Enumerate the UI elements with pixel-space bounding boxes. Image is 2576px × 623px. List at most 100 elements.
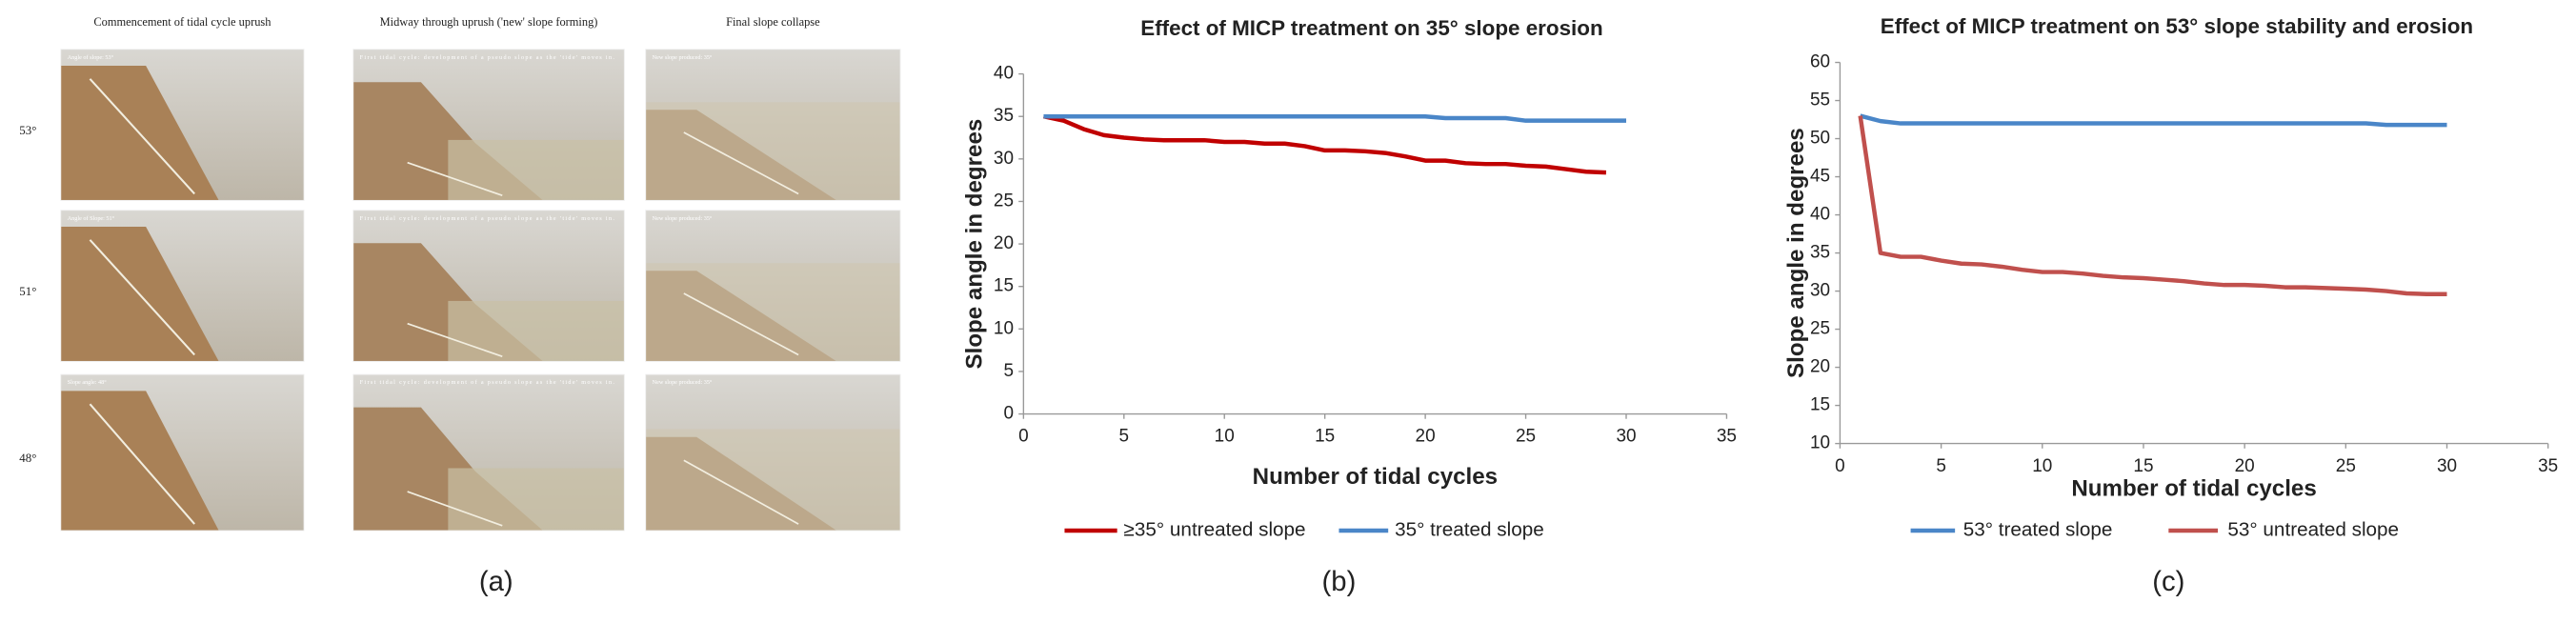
photo-frame xyxy=(352,373,625,532)
y-tick-label: 20 xyxy=(1810,357,1830,377)
x-tick-label: 25 xyxy=(1516,427,1536,447)
row-label: 48° xyxy=(19,451,36,465)
panel-caption: (a) xyxy=(479,566,513,597)
photo-frame xyxy=(645,373,901,532)
slope-line xyxy=(683,459,799,525)
y-tick-label: 25 xyxy=(1810,319,1830,339)
row-label: 53° xyxy=(19,123,36,137)
x-tick-label: 25 xyxy=(2336,456,2356,476)
column-header: Commencement of tidal cycle uprush xyxy=(93,15,272,29)
y-tick-label: 30 xyxy=(994,149,1014,169)
y-tick-label: 10 xyxy=(994,318,1014,338)
x-tick-label: 15 xyxy=(1315,427,1335,447)
x-axis-label: Number of tidal cycles xyxy=(1253,464,1498,490)
photo-label: First tidal cycle: development of a pseu… xyxy=(360,54,615,61)
y-tick-label: 35 xyxy=(1810,243,1830,263)
photo-label: First tidal cycle: development of a pseu… xyxy=(360,215,615,222)
photo-label: New slope produced: 35° xyxy=(653,379,713,386)
legend-label: 53° untreated slope xyxy=(2227,518,2399,540)
x-tick-label: 20 xyxy=(1416,427,1436,447)
water xyxy=(645,429,901,531)
photo-frame xyxy=(60,373,305,532)
y-tick-label: 10 xyxy=(1810,433,1830,453)
y-tick-label: 45 xyxy=(1810,167,1830,187)
photo-label: Angle of Slope: 51° xyxy=(68,215,115,222)
y-axis-label: Slope angle in degrees xyxy=(1783,128,1809,378)
y-tick-label: 50 xyxy=(1810,129,1830,149)
photo-frame xyxy=(60,49,305,201)
x-tick-label: 0 xyxy=(1018,427,1029,447)
photo: New slope produced: 35° xyxy=(645,210,901,362)
y-tick-label: 15 xyxy=(1810,395,1830,415)
photo: Angle of slope: 53° xyxy=(60,49,305,201)
slope-line xyxy=(89,239,195,356)
water xyxy=(645,102,901,201)
legend-label: 35° treated slope xyxy=(1395,518,1544,540)
photo-frame xyxy=(60,210,305,362)
water xyxy=(448,468,625,531)
x-tick-label: 0 xyxy=(1835,456,1845,476)
x-tick-label: 35 xyxy=(1717,427,1737,447)
water xyxy=(448,300,625,362)
photo-label: Angle of slope: 53° xyxy=(68,54,114,61)
series-line xyxy=(1042,114,1607,175)
y-tick-label: 40 xyxy=(994,64,1014,84)
y-axis-label: Slope angle in degrees xyxy=(962,119,988,370)
photo-label: New slope produced: 35° xyxy=(653,54,713,61)
panel-caption: (b) xyxy=(1322,566,1357,597)
slope-line xyxy=(407,322,503,358)
legend-label: 53° treated slope xyxy=(1963,518,2113,540)
x-tick-label: 30 xyxy=(2437,456,2457,476)
row-label: 51° xyxy=(19,284,36,298)
slope-line xyxy=(89,403,195,525)
y-tick-label: 5 xyxy=(1003,361,1014,381)
photo: Slope angle: 48° xyxy=(60,373,305,532)
photo-frame xyxy=(352,49,625,201)
x-tick-label: 5 xyxy=(1119,427,1130,447)
x-tick-label: 20 xyxy=(2235,456,2255,476)
y-tick-label: 20 xyxy=(994,233,1014,253)
photo-frame xyxy=(645,49,901,201)
y-tick-label: 35 xyxy=(994,106,1014,126)
y-tick-label: 40 xyxy=(1810,205,1830,225)
photo: First tidal cycle: development of a pseu… xyxy=(352,210,625,362)
series-line xyxy=(1043,113,1627,123)
photo: Angle of Slope: 51° xyxy=(60,210,305,362)
water xyxy=(645,263,901,362)
y-tick-label: 25 xyxy=(994,191,1014,211)
y-tick-label: 60 xyxy=(1810,52,1830,72)
x-tick-label: 35 xyxy=(2538,456,2558,476)
x-tick-label: 30 xyxy=(1616,427,1636,447)
x-tick-label: 10 xyxy=(2032,456,2052,476)
panel-caption: (c) xyxy=(2152,566,2184,597)
photo: First tidal cycle: development of a pseu… xyxy=(352,373,625,532)
slope-line xyxy=(89,78,195,195)
y-tick-label: 15 xyxy=(994,276,1014,296)
series-line xyxy=(1860,113,2447,128)
photo-label: First tidal cycle: development of a pseu… xyxy=(360,379,615,386)
y-tick-label: 30 xyxy=(1810,281,1830,301)
chart-title: Effect of MICP treatment on 53° slope st… xyxy=(1881,14,2473,38)
photo-frame xyxy=(645,210,901,362)
photo: First tidal cycle: development of a pseu… xyxy=(352,49,625,201)
photo: New slope produced: 35° xyxy=(645,373,901,532)
legend-label: ≥35° untreated slope xyxy=(1124,518,1306,540)
y-tick-label: 55 xyxy=(1810,90,1830,111)
y-tick-label: 0 xyxy=(1003,404,1014,424)
slope-line xyxy=(683,131,799,195)
column-header: Final slope collapse xyxy=(726,15,820,29)
x-tick-label: 10 xyxy=(1215,427,1235,447)
photo-frame xyxy=(352,210,625,362)
column-header: Midway through uprush ('new' slope formi… xyxy=(380,15,598,29)
photo-label: Slope angle: 48° xyxy=(68,379,107,386)
photo-label: New slope produced: 35° xyxy=(653,215,713,222)
water xyxy=(448,139,625,201)
slope-line xyxy=(407,161,503,197)
chart-title: Effect of MICP treatment on 35° slope er… xyxy=(1140,16,1602,40)
photo: New slope produced: 35° xyxy=(645,49,901,201)
x-tick-label: 15 xyxy=(2133,456,2153,476)
slope-line xyxy=(683,292,799,356)
slope-line xyxy=(407,491,503,527)
x-axis-label: Number of tidal cycles xyxy=(2071,475,2316,501)
